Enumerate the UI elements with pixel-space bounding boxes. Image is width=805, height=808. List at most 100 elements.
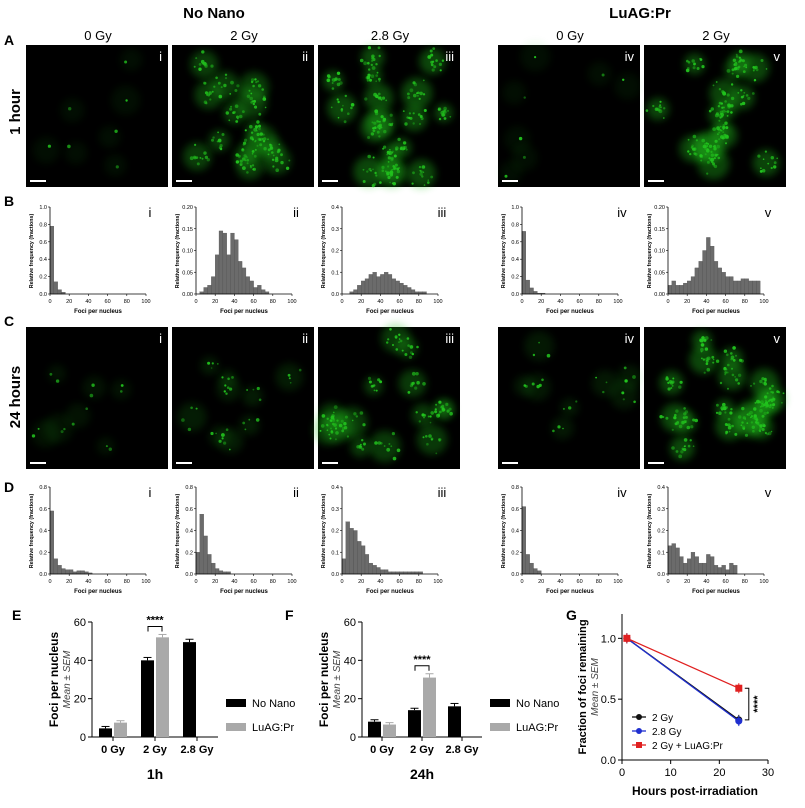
x-tick-label: 100 [759,299,768,305]
line-chart-foci-remaining: 0.0 0.5 1.0 0 10 20 30 **** 2 Gy 2.8 Gy 2 Gy + LuA… [577,614,774,798]
x-tick-label: 20 [66,299,72,305]
x-tick-label: 80 [416,579,422,585]
x-axis-label: Foci per nucleus [692,309,740,315]
y-tick-label: 0.0 [331,292,339,298]
panel-letter-a: A [4,32,14,48]
x-tick-label: 0 [666,579,669,585]
x-tick-label: 60 [397,299,403,305]
panel-roman-label: iv [617,485,627,500]
histogram-bar [744,278,749,295]
x-axis-label: Foci per nucleus [220,309,268,315]
histogram-bar [752,280,757,295]
panel-roman-label: i [159,331,162,346]
histogram-bar [341,558,346,575]
panel-roman-label: iv [625,49,635,64]
x-tick-label: 80 [124,579,130,585]
histogram-d-i: 0.0 0.2 0.4 0.6 0.8 0 20 40 60 80 100 Foci per nucl… [29,485,152,595]
x-tick-label: 0 [666,299,669,305]
histogram-bar [713,261,719,295]
x-tick-label: 20 [212,579,218,585]
histogram-bar [667,545,672,575]
x-tick-label: 40 [557,299,563,305]
bar-chart-24h: 0 20 40 60 0 Gy 2 Gy 2.8 Gy **** Foci per nucleu… [317,617,559,782]
histogram-bar [372,272,377,295]
histogram-bar [725,569,730,575]
histogram-bar [241,267,247,295]
x-tick-label: 20 [538,299,544,305]
y-axis-label: Relative frequency (fractions) [175,494,181,569]
panel-letter-f: F [285,607,294,623]
group-title-no-nano: No Nano [183,5,245,22]
x-tick-label: 100 [141,579,150,585]
histogram-bar [694,556,699,575]
histogram-bar [671,280,676,295]
x-tick-label: 40 [85,299,91,305]
category-label: 2 Gy [143,744,168,756]
category-label: 0 Gy [101,744,126,756]
y-axis-sublabel: Mean ± SEM [62,650,73,708]
data-point [735,717,743,725]
histogram-bar [57,289,62,295]
y-tick-label: 0.05 [654,270,665,276]
micrograph-c-iv: iv [498,327,642,469]
y-tick-label: 0.2 [185,550,193,556]
y-axis-label: Foci per nucleus [47,631,61,727]
histogram-bar [721,565,726,575]
histogram-bar [529,287,534,295]
histogram-bar [729,276,734,295]
y-tick-label: 0.4 [511,257,519,263]
x-tick-label: 40 [231,299,237,305]
panel-letter-c: C [4,313,14,329]
histogram-bar [261,289,266,295]
histogram-bar [368,274,373,295]
histogram-bar [690,552,696,575]
category-label: 0 Gy [370,744,395,756]
histogram-bar [253,287,258,295]
micrograph-c-i: i [26,327,168,469]
micrograph-c-v: v [644,327,786,469]
panel-roman-label: v [765,205,772,220]
y-tick-label: 0.2 [657,529,665,535]
y-tick-label: 0.0 [331,572,339,578]
histogram-bar [679,285,684,295]
bar-no-nano [448,706,461,737]
y-tick-label: 0.4 [511,529,519,535]
x-axis-label: Foci per nucleus [74,589,122,595]
histogram-bar [238,261,243,295]
histogram-bar [80,570,85,575]
x-tick-label: 100 [759,579,768,585]
histogram-bar [207,285,212,295]
histogram-bar [407,287,412,295]
histogram-bar [679,556,684,575]
significance-label: **** [413,654,431,666]
histogram-bar [215,254,220,295]
legend-swatch [490,699,510,707]
histogram-bar [218,230,224,295]
dose-label-1: 0 Gy [84,28,112,43]
bar-no-nano [368,721,381,737]
histogram-bar [53,281,58,295]
histogram-bar [675,285,680,295]
bar-luag-pr [156,637,169,737]
micrograph-a-i: i [26,45,168,187]
legend-label: 2.8 Gy [652,727,681,738]
histogram-bar [410,289,416,295]
panel-roman-label: i [149,205,152,220]
x-tick-label: 80 [124,299,130,305]
significance-bracket [744,687,750,721]
x-tick-label: 60 [251,579,257,585]
y-tick-label: 0.2 [39,275,47,281]
y-tick-label: 0.2 [511,550,519,556]
histogram-bar [698,562,703,575]
micrograph-a-v: v [644,45,786,187]
y-tick-label: 40 [74,655,86,667]
histogram-bar [49,510,54,575]
y-tick-label: 0.2 [331,249,339,255]
x-tick-label: 20 [538,579,544,585]
significance-label: **** [146,614,164,626]
histogram-bar [717,567,722,575]
y-tick-label: 0.3 [331,227,339,233]
dose-label-3: 2.8 Gy [371,28,410,43]
x-axis-label: Foci per nucleus [74,309,122,315]
x-tick-label: 60 [723,579,729,585]
